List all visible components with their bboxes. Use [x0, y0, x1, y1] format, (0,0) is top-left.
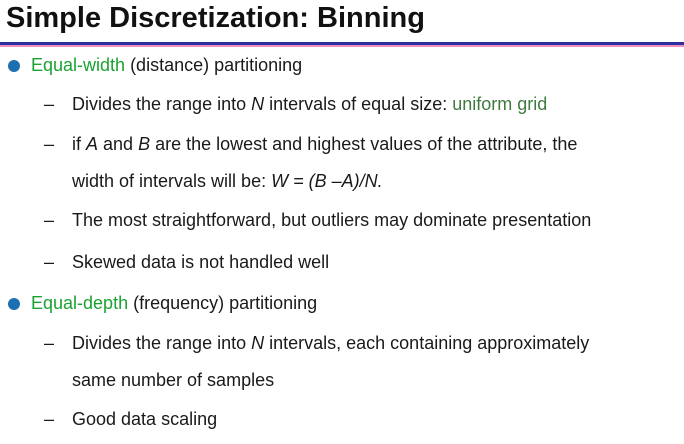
text-post: intervals, each containing approximately — [264, 333, 590, 353]
term-equal-width: Equal-width — [31, 55, 126, 75]
bullet-equal-width: Equal-width (distance) partitioning — [31, 54, 302, 76]
text-pre: Divides the range into — [72, 333, 252, 353]
text-pre: Divides the range into — [72, 94, 252, 114]
text-part: if — [72, 134, 87, 154]
dash-icon: – — [44, 94, 55, 114]
text-part: and — [98, 134, 139, 154]
bullet-point-icon — [8, 60, 20, 72]
sub-bullet-range-equal-depth: Divides the range into N intervals, each… — [72, 332, 589, 354]
title-underline — [0, 42, 684, 47]
sub-bullet-range-equal-width: Divides the range into N intervals of eq… — [72, 93, 547, 115]
sub-bullet-skewed: Skewed data is not handled well — [72, 252, 330, 272]
term-equal-depth-desc: (frequency) partitioning — [128, 293, 318, 313]
bullet-equal-depth: Equal-depth (frequency) partitioning — [31, 292, 317, 314]
text-post: intervals of equal size: — [264, 94, 453, 114]
var-b: B — [138, 134, 151, 154]
dash-icon: – — [44, 134, 55, 154]
dash-icon: – — [44, 409, 55, 429]
dash-icon: – — [44, 252, 55, 272]
text-part: are the lowest and highest values of the… — [150, 134, 578, 154]
var-n: N — [251, 94, 265, 114]
sub-bullet-scaling: Good data scaling — [72, 409, 218, 429]
dash-icon: – — [44, 210, 55, 230]
sub-bullet-range-equal-depth-line2: same number of samples — [72, 370, 275, 390]
term-equal-width-desc: (distance) partitioning — [125, 55, 303, 75]
sub-bullet-ab-line2: width of intervals will be: W = (B –A)/N… — [72, 170, 383, 192]
sub-bullet-outliers: The most straightforward, but outliers m… — [72, 210, 592, 230]
formula-width: W = (B –A)/N. — [271, 171, 383, 191]
slide-title: Simple Discretization: Binning — [6, 2, 425, 34]
text-part: width of intervals will be: — [72, 171, 272, 191]
highlight-uniform-grid: uniform grid — [452, 94, 548, 114]
term-equal-depth: Equal-depth — [31, 293, 129, 313]
sub-bullet-ab-line1: if A and B are the lowest and highest va… — [72, 133, 577, 155]
bullet-point-icon — [8, 298, 20, 310]
var-a: A — [86, 134, 99, 154]
dash-icon: – — [44, 333, 55, 353]
var-n: N — [251, 333, 265, 353]
